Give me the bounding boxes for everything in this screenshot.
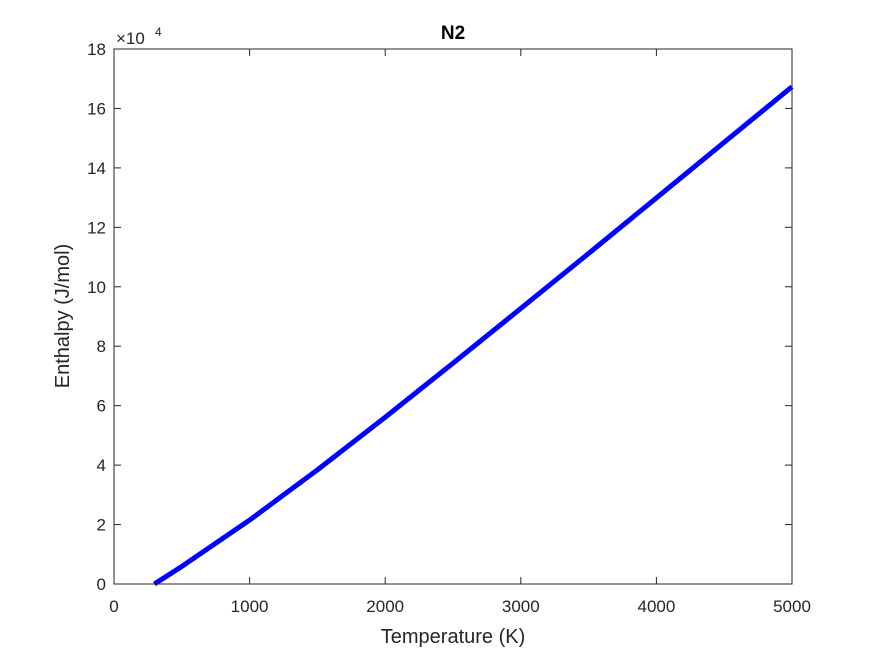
x-tick-label: 0 bbox=[109, 597, 118, 616]
y-tick-label: 0 bbox=[97, 575, 106, 594]
x-tick-label: 4000 bbox=[637, 597, 675, 616]
y-exponent-power: 4 bbox=[155, 25, 162, 39]
series-line-n2 bbox=[153, 84, 794, 587]
y-tick-label: 2 bbox=[97, 516, 106, 535]
plot-frame bbox=[113, 48, 793, 585]
x-axis-label: Temperature (K) bbox=[381, 626, 526, 648]
x-tick-label: 5000 bbox=[773, 597, 811, 616]
y-axis-label: Enthalpy (J/mol) bbox=[52, 244, 74, 389]
plot-area bbox=[114, 49, 792, 584]
chart-title: N2 bbox=[441, 23, 465, 44]
x-tick-label: 3000 bbox=[502, 597, 540, 616]
y-tick-label: 16 bbox=[87, 99, 106, 118]
y-tick-label: 8 bbox=[97, 337, 106, 356]
y-tick-label: 10 bbox=[87, 278, 106, 297]
y-tick-label: 14 bbox=[87, 159, 106, 178]
y-tick-label: 4 bbox=[97, 456, 106, 475]
y-exponent-base: ×10 bbox=[116, 29, 145, 48]
y-tick-label: 6 bbox=[97, 397, 106, 416]
x-tick-label: 2000 bbox=[366, 597, 404, 616]
y-tick-label: 18 bbox=[87, 40, 106, 59]
x-tick-label: 1000 bbox=[231, 597, 269, 616]
y-tick-label: 12 bbox=[87, 218, 106, 237]
